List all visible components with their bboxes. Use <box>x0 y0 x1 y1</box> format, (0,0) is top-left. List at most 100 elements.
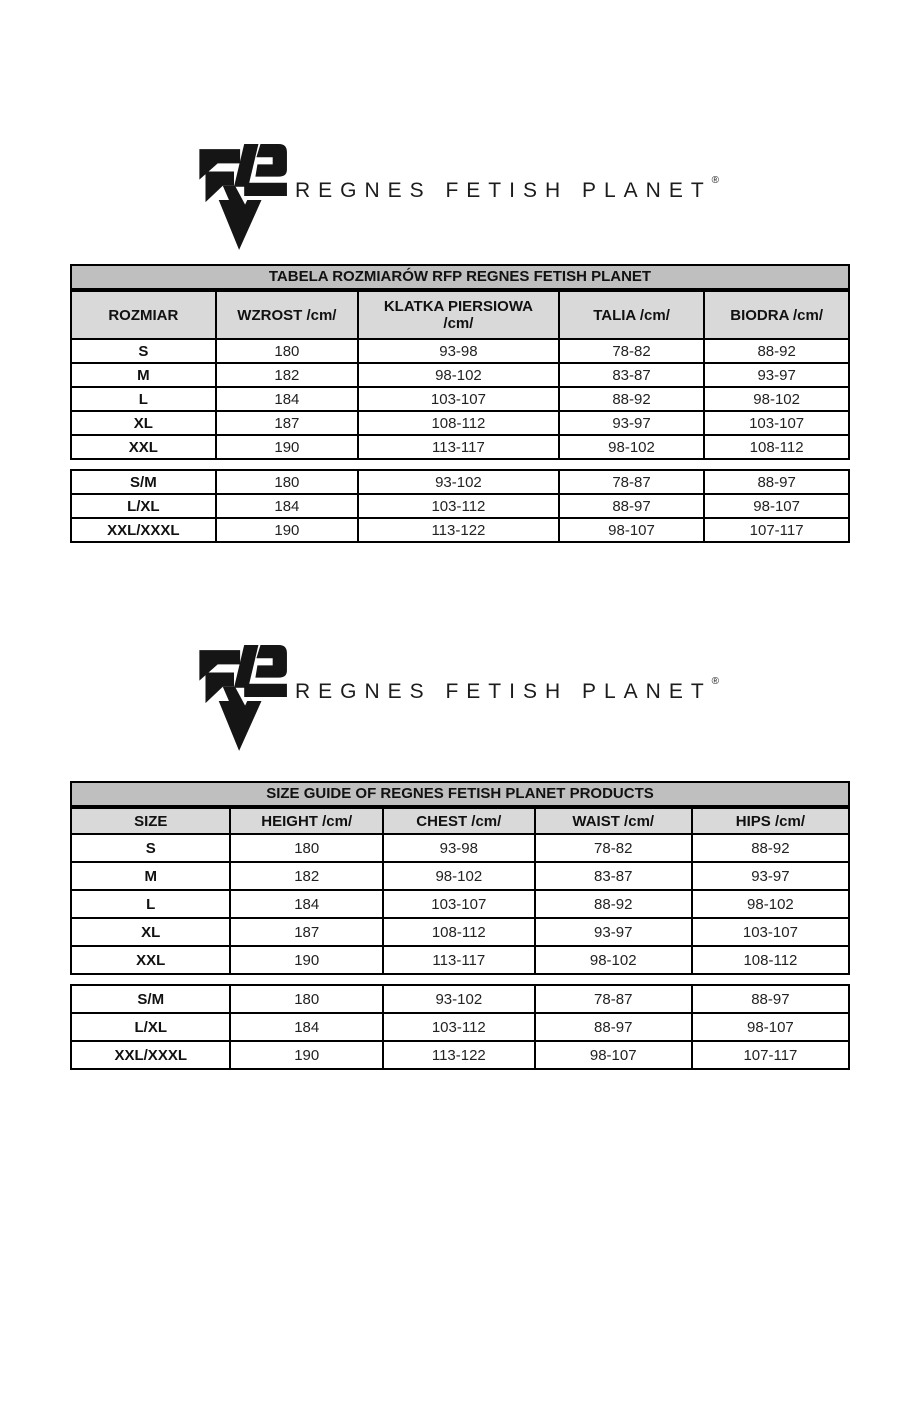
column-header-chest: CHEST /cm/ <box>381 807 536 835</box>
size-label-cell: L <box>69 889 232 919</box>
table-row: XXL 190 113-117 98-102 108-112 <box>69 945 851 975</box>
measurement-cell: 103-107 <box>357 386 560 412</box>
table-title-english: SIZE GUIDE OF REGNES FETISH PLANET PRODU… <box>70 781 850 807</box>
measurement-cell: 190 <box>214 434 360 460</box>
size-label-cell: XL <box>70 410 217 436</box>
measurement-cell: 180 <box>214 469 360 495</box>
rfp-monogram-icon <box>199 645 287 751</box>
measurement-cell: 98-107 <box>533 1040 693 1070</box>
size-table-polish-main: ROZMIAR WZROST /cm/ KLATKA PIERSIOWA /cm… <box>70 290 850 460</box>
measurement-cell: 98-107 <box>703 493 850 519</box>
column-header-hips: HIPS /cm/ <box>690 807 851 835</box>
size-table-english-main: SIZE HEIGHT /cm/ CHEST /cm/ WAIST /cm/ H… <box>69 807 851 975</box>
measurement-cell: 190 <box>214 517 360 543</box>
rfp-monogram-icon <box>199 144 287 250</box>
measurement-cell: 93-97 <box>533 917 693 947</box>
measurement-cell: 83-87 <box>533 861 693 891</box>
measurement-cell: 103-107 <box>703 410 850 436</box>
measurement-cell: 88-92 <box>703 338 850 364</box>
size-table-english-combined-sizes: S/M 180 93-102 78-87 88-97 L/XL 184 103-112 88-9… <box>69 984 851 1070</box>
measurement-cell: 108-112 <box>703 434 850 460</box>
size-table-polish-combined-sizes: S/M 180 93-102 78-87 88-97 L/XL 184 103-112 88-9… <box>70 469 850 543</box>
column-header-height: HEIGHT /cm/ <box>229 807 384 835</box>
measurement-cell: 98-107 <box>690 1012 851 1042</box>
size-label-cell: S <box>69 833 232 863</box>
table-row: XL 187 108-112 93-97 103-107 <box>70 410 850 436</box>
size-label-cell: M <box>70 362 217 388</box>
measurement-cell: 78-87 <box>533 984 693 1014</box>
table-row: XXL/XXXL 190 113-122 98-107 107-117 <box>69 1040 851 1070</box>
measurement-cell: 180 <box>229 833 384 863</box>
column-header-biodra: BIODRA /cm/ <box>703 290 850 340</box>
measurement-cell: 98-102 <box>557 434 706 460</box>
column-header-waist: WAIST /cm/ <box>533 807 693 835</box>
measurement-cell: 93-102 <box>357 469 560 495</box>
table-row: S/M 180 93-102 78-87 88-97 <box>70 469 850 495</box>
size-label-cell: XL <box>69 917 232 947</box>
table-row: L 184 103-107 88-92 98-102 <box>69 889 851 919</box>
table-title-polish: TABELA ROZMIARÓW RFP REGNES FETISH PLANE… <box>70 264 850 290</box>
measurement-cell: 93-97 <box>690 861 851 891</box>
size-label-cell: L/XL <box>70 493 217 519</box>
measurement-cell: 103-112 <box>381 1012 536 1042</box>
measurement-cell: 190 <box>229 945 384 975</box>
column-header-row: ROZMIAR WZROST /cm/ KLATKA PIERSIOWA /cm… <box>70 290 850 340</box>
size-label-cell: XXL/XXXL <box>70 517 217 543</box>
table-row: XL 187 108-112 93-97 103-107 <box>69 917 851 947</box>
measurement-cell: 108-112 <box>690 945 851 975</box>
measurement-cell: 182 <box>214 362 360 388</box>
column-header-talia: TALIA /cm/ <box>557 290 706 340</box>
measurement-cell: 113-122 <box>381 1040 536 1070</box>
registered-trademark-symbol: ® <box>711 676 720 687</box>
measurement-cell: 103-107 <box>381 889 536 919</box>
size-label-cell: S <box>70 338 217 364</box>
measurement-cell: 184 <box>214 386 360 412</box>
table-row: S 180 93-98 78-82 88-92 <box>69 833 851 863</box>
column-header-rozmiar: ROZMIAR <box>70 290 217 340</box>
size-label-cell: L <box>70 386 217 412</box>
measurement-cell: 113-117 <box>381 945 536 975</box>
size-label-cell: S/M <box>70 469 217 495</box>
size-label-cell: XXL <box>70 434 217 460</box>
measurement-cell: 93-102 <box>381 984 536 1014</box>
column-header-klatka: KLATKA PIERSIOWA /cm/ <box>357 290 560 340</box>
size-label-cell: XXL <box>69 945 232 975</box>
measurement-cell: 113-122 <box>357 517 560 543</box>
measurement-cell: 93-97 <box>557 410 706 436</box>
column-header-wzrost: WZROST /cm/ <box>214 290 360 340</box>
measurement-cell: 98-102 <box>690 889 851 919</box>
table-row: L/XL 184 103-112 88-97 98-107 <box>70 493 850 519</box>
measurement-cell: 78-82 <box>533 833 693 863</box>
measurement-cell: 88-97 <box>703 469 850 495</box>
measurement-cell: 182 <box>229 861 384 891</box>
measurement-cell: 88-97 <box>690 984 851 1014</box>
measurement-cell: 88-92 <box>690 833 851 863</box>
table-row: L/XL 184 103-112 88-97 98-107 <box>69 1012 851 1042</box>
measurement-cell: 187 <box>214 410 360 436</box>
measurement-cell: 107-117 <box>690 1040 851 1070</box>
measurement-cell: 98-102 <box>703 386 850 412</box>
measurement-cell: 88-97 <box>557 493 706 519</box>
measurement-cell: 187 <box>229 917 384 947</box>
measurement-cell: 184 <box>229 889 384 919</box>
size-label-cell: M <box>69 861 232 891</box>
table-row: S 180 93-98 78-82 88-92 <box>70 338 850 364</box>
brand-wordmark: REGNES FETISH PLANET® <box>295 175 719 203</box>
table-row: M 182 98-102 83-87 93-97 <box>70 362 850 388</box>
size-guide-page: { "logo": { "brand_text": "REGNES FETISH… <box>0 142 900 1417</box>
size-table-english: SIZE GUIDE OF REGNES FETISH PLANET PRODU… <box>69 781 851 1070</box>
measurement-cell: 180 <box>229 984 384 1014</box>
measurement-cell: 83-87 <box>557 362 706 388</box>
measurement-cell: 78-82 <box>557 338 706 364</box>
measurement-cell: 108-112 <box>381 917 536 947</box>
measurement-cell: 184 <box>214 493 360 519</box>
measurement-cell: 98-102 <box>357 362 560 388</box>
measurement-cell: 180 <box>214 338 360 364</box>
brand-logo-bottom: REGNES FETISH PLANET® <box>0 643 900 755</box>
measurement-cell: 93-98 <box>381 833 536 863</box>
registered-trademark-symbol: ® <box>711 175 720 186</box>
measurement-cell: 93-97 <box>703 362 850 388</box>
size-label-cell: XXL/XXXL <box>69 1040 232 1070</box>
brand-name-text: REGNES FETISH PLANET <box>294 680 712 703</box>
measurement-cell: 98-102 <box>381 861 536 891</box>
